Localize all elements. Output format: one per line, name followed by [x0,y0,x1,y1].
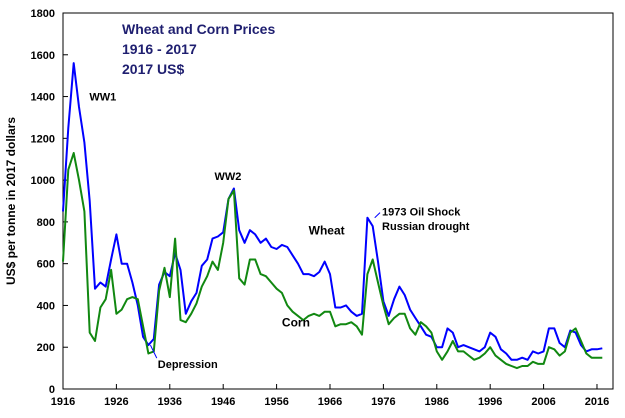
x-tick-label: 1926 [104,396,128,408]
y-tick-label: 0 [49,384,55,396]
x-tick-label: 1936 [158,396,182,408]
x-tick-label: 1986 [425,396,449,408]
x-tick-label: 1956 [264,396,288,408]
x-tick-label: 1916 [51,396,75,408]
x-tick-label: 2006 [531,396,555,408]
y-tick-label: 1200 [31,133,55,145]
series-line-corn [62,152,603,370]
annotation-depression: Depression [158,359,218,371]
y-tick-label: 1600 [31,50,55,62]
y-tick-label: 1400 [31,92,55,104]
annotation-ww2: WW2 [215,171,242,183]
depression-pointer [149,344,158,359]
x-tick-label: 1996 [478,396,502,408]
y-tick-label: 1800 [31,8,55,20]
label-layer: WW1 WW2 Depression 1973 Oil Shock Russian dr… [89,92,469,371]
chart-title-line: Wheat and Corn Prices [122,21,275,37]
annotation-russian-drought: Russian drought [382,221,470,233]
annotation-ww1: WW1 [89,92,116,104]
series-line-wheat [62,62,603,361]
annotation-1973-oil-shock: 1973 Oil Shock [382,207,461,219]
y-tick-label: 400 [37,300,55,312]
axis-layer: 0 200 400 600 800 1000 1200 1400 1600 1800 1916 192… [31,8,610,408]
x-tick-label: 1976 [371,396,395,408]
y-tick-label: 200 [37,342,55,354]
series-layer [62,62,603,370]
x-tick-label: 1966 [318,396,342,408]
chart-title-line: 2017 US$ [122,61,184,77]
y-tick-label: 1000 [31,175,55,187]
y-axis-label: US$ per tonne in 2017 dollars [4,117,18,285]
y-tick-label: 800 [37,217,55,229]
oil-shock-pointer [374,212,381,219]
title-block: Wheat and Corn Prices 1916 - 2017 2017 US$ [122,21,275,77]
y-tick-label: 600 [37,259,55,271]
series-label-wheat: Wheat [309,223,345,237]
series-label-corn: Corn [282,315,310,329]
x-tick-label: 1946 [211,396,235,408]
chart-title-line: 1916 - 2017 [122,41,197,57]
x-tick-label: 2016 [585,396,609,408]
